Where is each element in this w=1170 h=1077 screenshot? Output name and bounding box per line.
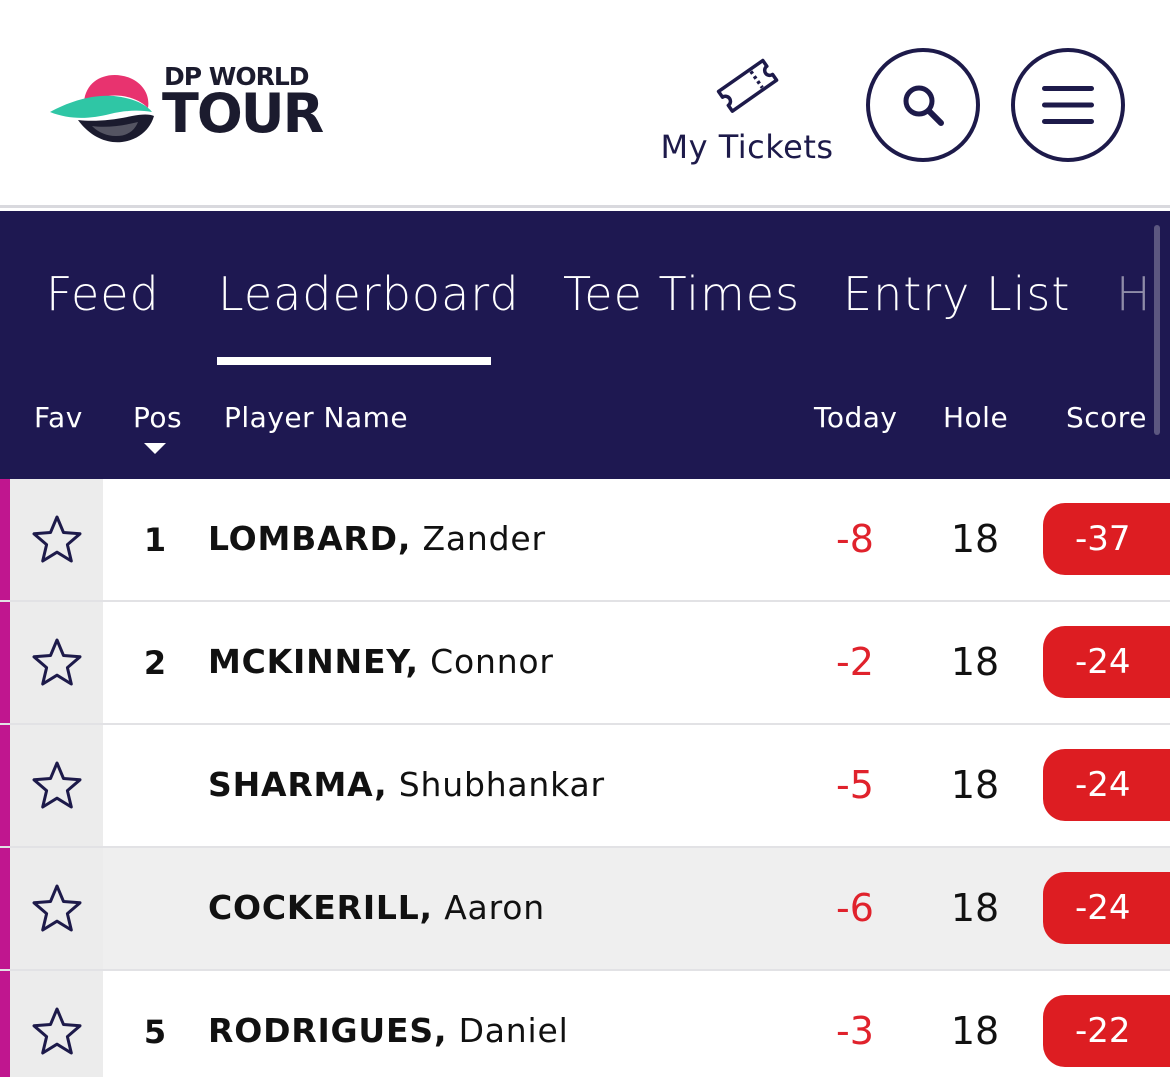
player-first-name: Connor xyxy=(430,642,554,681)
tab-leaderboard[interactable]: Leaderboard xyxy=(218,267,520,321)
player-first-name: Aaron xyxy=(444,888,545,927)
player-first-name: Zander xyxy=(422,519,546,558)
total-score-badge: -24 xyxy=(1043,626,1170,698)
logo-swoosh-icon xyxy=(50,75,154,143)
logo-text-tour: TOUR xyxy=(162,82,324,145)
player-name[interactable]: MCKINNEY, Connor xyxy=(208,642,554,681)
column-header-today[interactable]: Today xyxy=(814,401,898,434)
player-name[interactable]: SHARMA, Shubhankar xyxy=(208,765,605,804)
my-tickets-label: My Tickets xyxy=(660,128,834,166)
scrollbar[interactable] xyxy=(1154,225,1160,435)
site-header: DP WORLD TOUR My Tickets xyxy=(0,0,1170,208)
today-score: -6 xyxy=(836,886,874,930)
tab-bar: Feed Leaderboard Tee Times Entry List H xyxy=(0,211,1170,371)
today-score: -8 xyxy=(836,517,874,561)
table-row[interactable]: COCKERILL, Aaron -6 18 -24 xyxy=(0,848,1170,971)
sort-down-icon xyxy=(144,443,166,454)
hole-number: 18 xyxy=(950,1009,1000,1053)
total-score-badge: -37 xyxy=(1043,503,1170,575)
total-score-badge: -24 xyxy=(1043,749,1170,821)
hole-number: 18 xyxy=(950,640,1000,684)
row-accent xyxy=(0,848,10,969)
favourite-toggle[interactable] xyxy=(10,971,103,1077)
favourite-toggle[interactable] xyxy=(10,848,103,969)
table-row[interactable]: 2 MCKINNEY, Connor -2 18 -24 xyxy=(0,602,1170,725)
ticket-icon xyxy=(716,58,779,113)
player-name[interactable]: RODRIGUES, Daniel xyxy=(208,1011,569,1050)
column-header-pos[interactable]: Pos xyxy=(133,401,183,434)
today-score: -3 xyxy=(836,1009,874,1053)
column-header-player-name[interactable]: Player Name xyxy=(224,401,409,434)
menu-button[interactable] xyxy=(1011,48,1125,162)
total-score-badge: -24 xyxy=(1043,872,1170,944)
table-row[interactable]: 5 RODRIGUES, Daniel -3 18 -22 xyxy=(0,971,1170,1077)
star-icon xyxy=(32,515,81,562)
event-nav: Feed Leaderboard Tee Times Entry List H … xyxy=(0,211,1170,479)
search-button[interactable] xyxy=(866,48,980,162)
position: 2 xyxy=(143,644,167,682)
player-name[interactable]: LOMBARD, Zander xyxy=(208,519,546,558)
tab-entry-list[interactable]: Entry List xyxy=(843,267,1071,321)
column-header-hole[interactable]: Hole xyxy=(943,401,1009,434)
player-first-name: Shubhankar xyxy=(398,765,605,804)
hole-number: 18 xyxy=(950,517,1000,561)
column-header-score[interactable]: Score xyxy=(1066,401,1147,434)
logo-text-dp-world: DP WORLD xyxy=(164,62,310,91)
position: 5 xyxy=(143,1013,167,1051)
player-last-name: RODRIGUES, xyxy=(208,1011,448,1050)
favourite-toggle[interactable] xyxy=(10,602,103,723)
star-icon xyxy=(32,1007,81,1054)
search-icon xyxy=(903,85,944,126)
player-name[interactable]: COCKERILL, Aaron xyxy=(208,888,545,927)
hamburger-icon xyxy=(1042,86,1094,124)
dp-world-tour-logo[interactable]: DP WORLD TOUR xyxy=(48,60,338,150)
today-score: -2 xyxy=(836,640,874,684)
row-accent xyxy=(0,725,10,846)
position: 1 xyxy=(143,521,167,559)
today-score: -5 xyxy=(836,763,874,807)
leaderboard-table: 1 LOMBARD, Zander -8 18 -37 2 MCKINNEY, … xyxy=(0,479,1170,1077)
table-row[interactable]: 1 LOMBARD, Zander -8 18 -37 xyxy=(0,479,1170,602)
favourite-toggle[interactable] xyxy=(10,479,103,600)
my-tickets-link[interactable]: My Tickets xyxy=(652,50,842,180)
row-accent xyxy=(0,479,10,600)
favourite-toggle[interactable] xyxy=(10,725,103,846)
player-last-name: MCKINNEY, xyxy=(208,642,419,681)
active-tab-indicator xyxy=(217,357,491,365)
star-icon xyxy=(32,761,81,808)
total-score-badge: -22 xyxy=(1043,995,1170,1067)
player-last-name: LOMBARD, xyxy=(208,519,412,558)
tab-tee-times[interactable]: Tee Times xyxy=(563,267,801,321)
player-first-name: Daniel xyxy=(458,1011,569,1050)
hole-number: 18 xyxy=(950,763,1000,807)
hole-number: 18 xyxy=(950,886,1000,930)
column-header-fav[interactable]: Fav xyxy=(34,401,83,434)
tab-feed[interactable]: Feed xyxy=(46,267,160,321)
row-accent xyxy=(0,602,10,723)
row-accent xyxy=(0,971,10,1077)
star-icon xyxy=(32,884,81,931)
player-last-name: SHARMA, xyxy=(208,765,388,804)
tab-partial-next[interactable]: H xyxy=(1116,267,1152,321)
star-icon xyxy=(32,638,81,685)
table-row[interactable]: SHARMA, Shubhankar -5 18 -24 xyxy=(0,725,1170,848)
player-last-name: COCKERILL, xyxy=(208,888,433,927)
